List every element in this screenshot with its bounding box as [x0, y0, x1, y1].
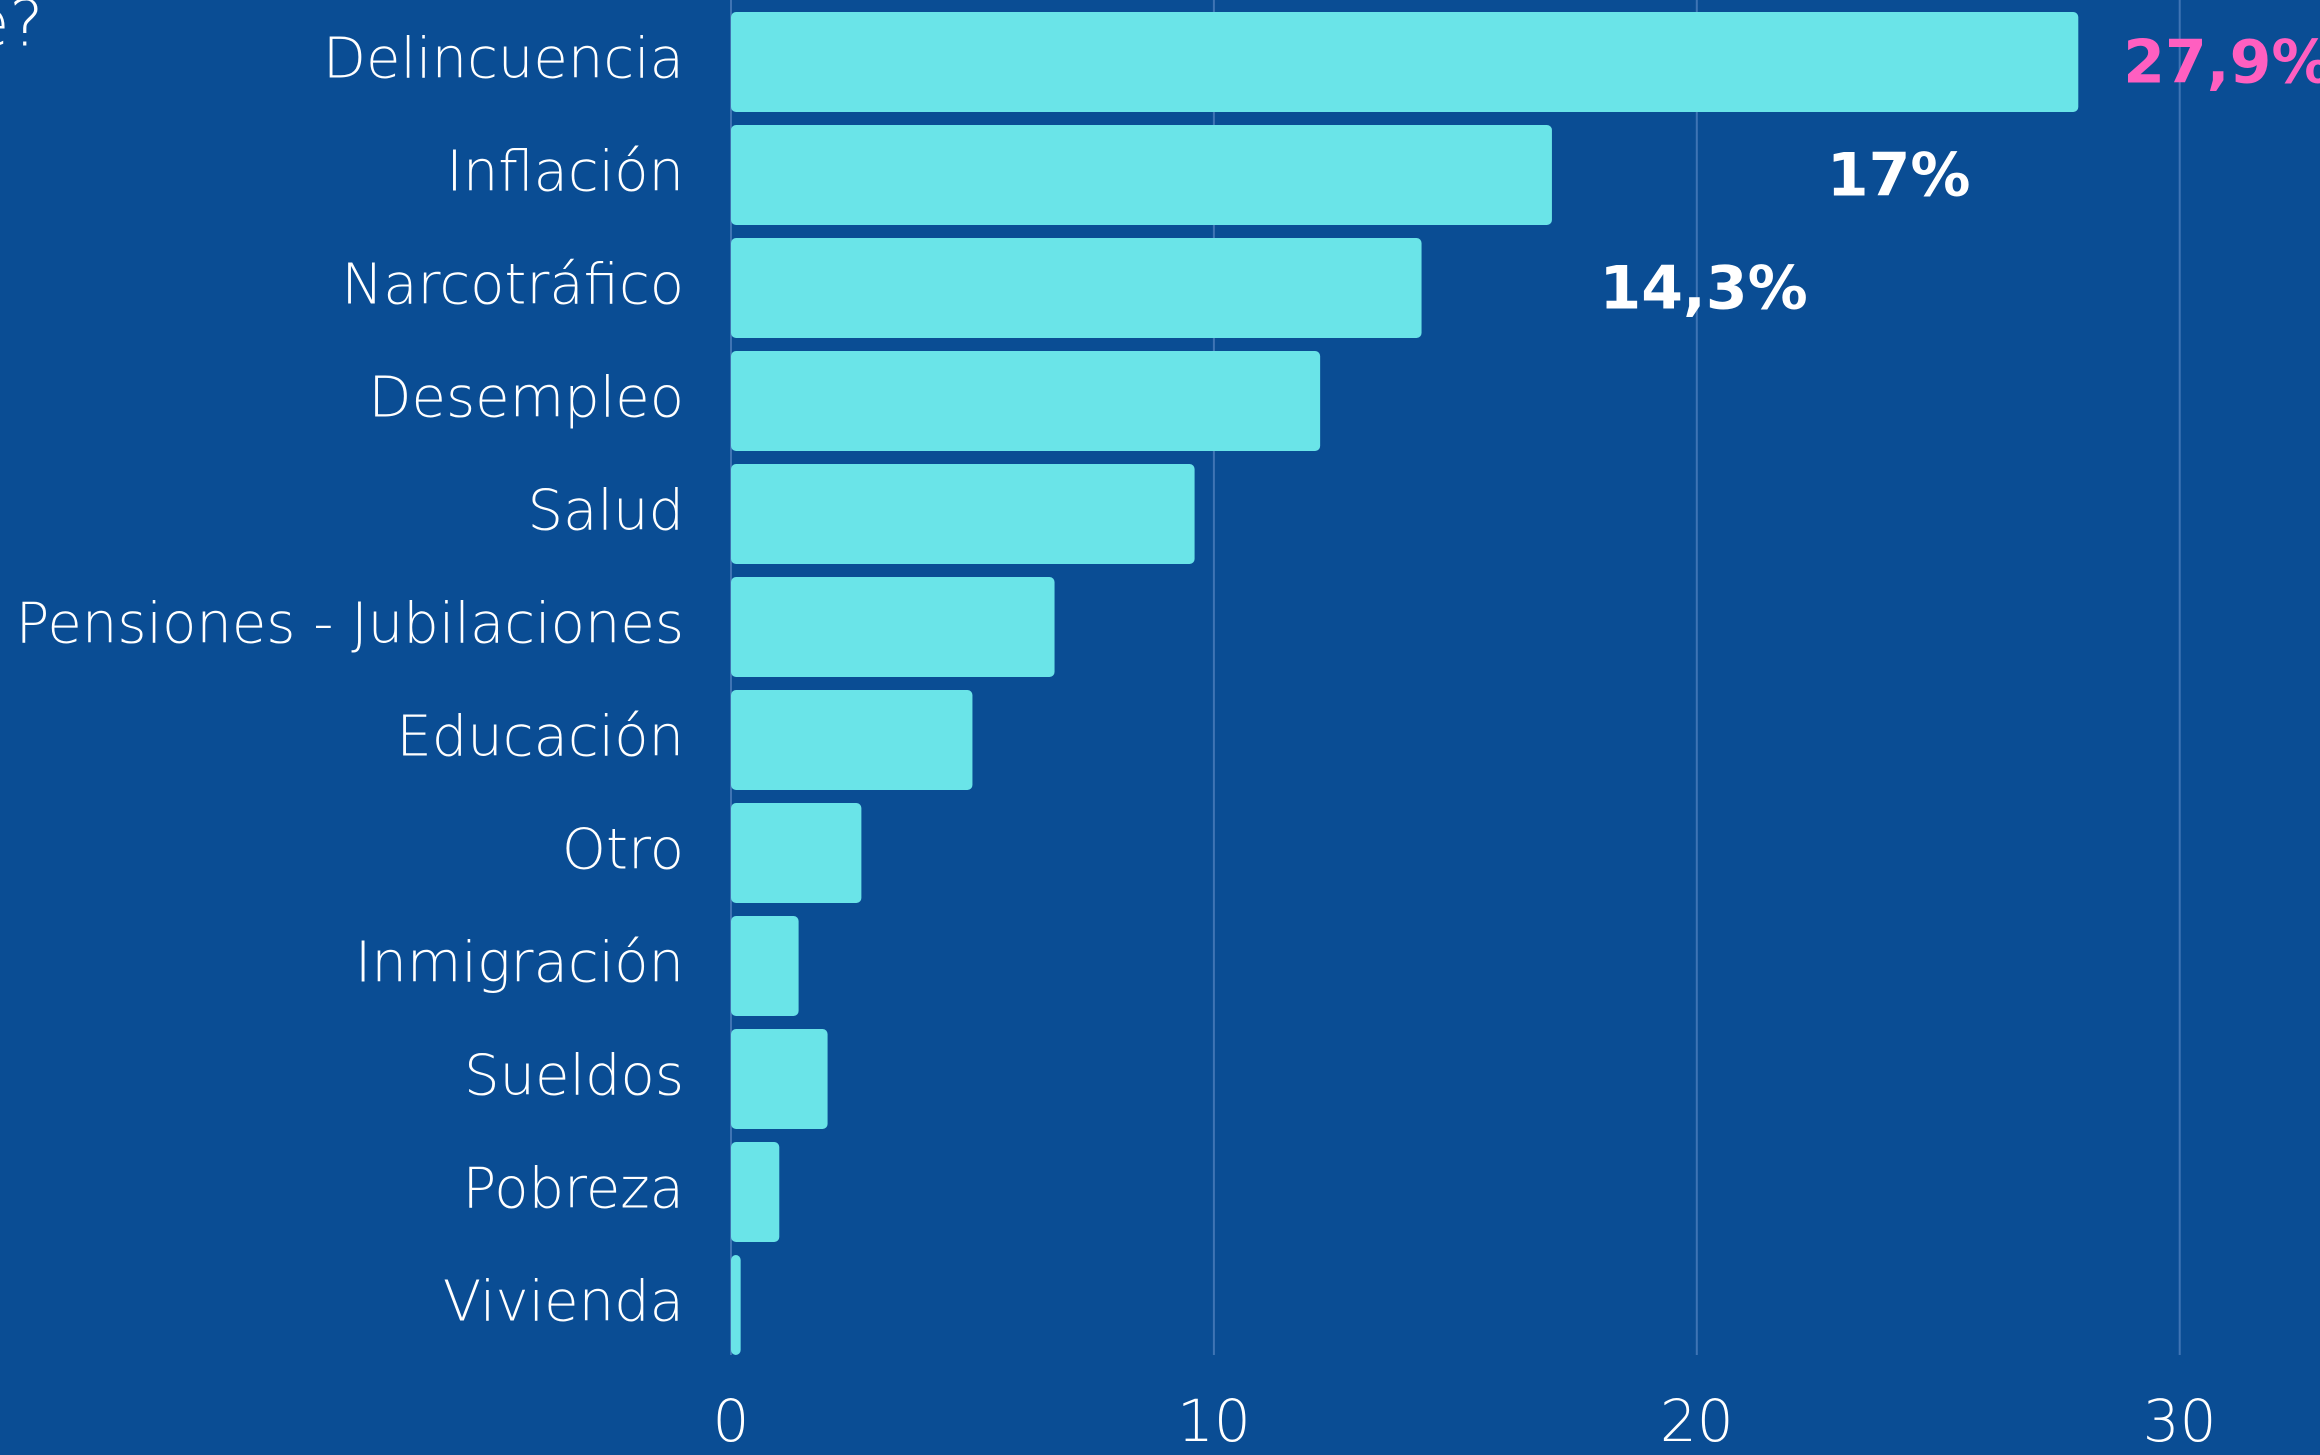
value-label: 27,9%: [2123, 28, 2320, 98]
bar: [731, 1029, 828, 1129]
y-tick-label: Inflación: [446, 139, 684, 204]
y-tick-label: Narcotráfico: [341, 252, 684, 317]
bar: [731, 916, 799, 1016]
x-tick-label: 30: [2143, 1387, 2217, 1455]
value-label: 17%: [1827, 141, 1971, 211]
bar: [731, 12, 2079, 112]
x-tick-label: 10: [1177, 1387, 1251, 1455]
bar: [731, 690, 973, 790]
value-label: 14,3%: [1600, 254, 1808, 324]
y-tick-label: Delincuencia: [323, 26, 684, 91]
y-tick-label: Desempleo: [368, 365, 684, 430]
y-tick-label: Salud: [528, 478, 684, 543]
bar: [731, 464, 1195, 564]
bar: [731, 351, 1321, 451]
x-tick-label: 0: [713, 1387, 750, 1455]
y-tick-label: Educación: [396, 704, 684, 769]
y-tick-label: Sueldos: [464, 1043, 684, 1108]
bar: [731, 1255, 741, 1355]
x-tick-label: 20: [1660, 1387, 1734, 1455]
y-tick-label: Inmigración: [355, 930, 684, 995]
bar: [731, 577, 1055, 677]
bar: [731, 238, 1422, 338]
bar: [731, 125, 1552, 225]
chart-title: e?: [0, 0, 43, 62]
y-tick-label: Pensiones - Jubilaciones: [16, 591, 684, 656]
y-tick-label: Otro: [562, 817, 684, 882]
bar: [731, 1142, 780, 1242]
y-tick-label: Vivienda: [443, 1269, 684, 1334]
bar: [731, 803, 862, 903]
y-tick-label: Pobreza: [462, 1156, 684, 1221]
